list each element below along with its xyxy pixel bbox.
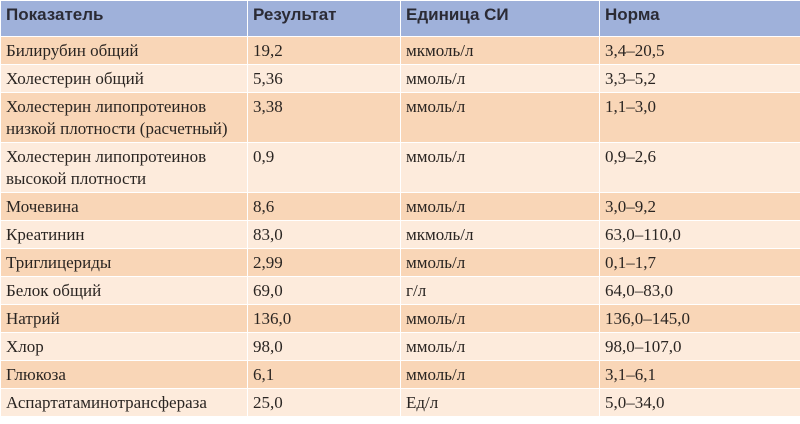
header-result: Результат [247, 0, 401, 37]
table-row: Билирубин общий 19,2 мкмоль/л 3,4–20,5 [0, 36, 800, 65]
cell-result: 0,9 [247, 142, 401, 193]
cell-indicator: Билирубин общий [0, 36, 248, 65]
cell-result: 136,0 [247, 304, 401, 333]
cell-indicator: Глюкоза [0, 360, 248, 389]
cell-indicator: Мочевина [0, 192, 248, 221]
cell-result: 69,0 [247, 276, 401, 305]
cell-unit: ммоль/л [400, 248, 600, 277]
cell-result: 83,0 [247, 220, 401, 249]
cell-unit: мкмоль/л [400, 220, 600, 249]
table-row: Холестерин липопротеинов высокой плотнос… [0, 142, 800, 193]
cell-norm: 3,3–5,2 [599, 64, 800, 93]
cell-norm: 5,0–34,0 [599, 388, 800, 417]
cell-indicator: Холестерин общий [0, 64, 248, 93]
table-row: Натрий 136,0 ммоль/л 136,0–145,0 [0, 304, 800, 333]
header-row: Показатель Результат Единица СИ Норма [0, 0, 800, 37]
cell-norm: 3,0–9,2 [599, 192, 800, 221]
cell-result: 25,0 [247, 388, 401, 417]
cell-result: 8,6 [247, 192, 401, 221]
cell-result: 3,38 [247, 92, 401, 143]
cell-unit: г/л [400, 276, 600, 305]
cell-norm: 0,9–2,6 [599, 142, 800, 193]
table-row: Мочевина 8,6 ммоль/л 3,0–9,2 [0, 192, 800, 221]
cell-norm: 0,1–1,7 [599, 248, 800, 277]
cell-result: 6,1 [247, 360, 401, 389]
cell-result: 2,99 [247, 248, 401, 277]
cell-norm: 3,1–6,1 [599, 360, 800, 389]
cell-norm: 1,1–3,0 [599, 92, 800, 143]
cell-norm: 136,0–145,0 [599, 304, 800, 333]
cell-indicator: Креатинин [0, 220, 248, 249]
cell-norm: 3,4–20,5 [599, 36, 800, 65]
cell-indicator: Хлор [0, 332, 248, 361]
cell-unit: мкмоль/л [400, 36, 600, 65]
table-row: Белок общий 69,0 г/л 64,0–83,0 [0, 276, 800, 305]
table-row: Холестерин липопротеинов низкой плотност… [0, 92, 800, 143]
cell-indicator: Белок общий [0, 276, 248, 305]
cell-unit: ммоль/л [400, 360, 600, 389]
header-norm: Норма [599, 0, 800, 37]
table-row: Хлор 98,0 ммоль/л 98,0–107,0 [0, 332, 800, 361]
table-row: Креатинин 83,0 мкмоль/л 63,0–110,0 [0, 220, 800, 249]
cell-unit: ммоль/л [400, 92, 600, 143]
cell-norm: 63,0–110,0 [599, 220, 800, 249]
table-header: Показатель Результат Единица СИ Норма [0, 0, 800, 37]
cell-unit: ммоль/л [400, 304, 600, 333]
cell-unit: Ед/л [400, 388, 600, 417]
cell-indicator: Холестерин липопротеинов низкой плотност… [0, 92, 248, 143]
cell-result: 98,0 [247, 332, 401, 361]
table-row: Холестерин общий 5,36 ммоль/л 3,3–5,2 [0, 64, 800, 93]
cell-unit: ммоль/л [400, 142, 600, 193]
header-si-unit: Единица СИ [400, 0, 600, 37]
cell-indicator: Аспартатаминотрансфераза [0, 388, 248, 417]
cell-unit: ммоль/л [400, 64, 600, 93]
header-indicator: Показатель [0, 0, 248, 37]
cell-norm: 98,0–107,0 [599, 332, 800, 361]
cell-indicator: Холестерин липопротеинов высокой плотнос… [0, 142, 248, 193]
cell-result: 5,36 [247, 64, 401, 93]
table-row: Глюкоза 6,1 ммоль/л 3,1–6,1 [0, 360, 800, 389]
cell-norm: 64,0–83,0 [599, 276, 800, 305]
cell-unit: ммоль/л [400, 192, 600, 221]
table-body: Билирубин общий 19,2 мкмоль/л 3,4–20,5 Х… [0, 36, 800, 417]
table-row: Аспартатаминотрансфераза 25,0 Ед/л 5,0–3… [0, 388, 800, 417]
table-row: Триглицериды 2,99 ммоль/л 0,1–1,7 [0, 248, 800, 277]
cell-result: 19,2 [247, 36, 401, 65]
cell-unit: ммоль/л [400, 332, 600, 361]
cell-indicator: Натрий [0, 304, 248, 333]
cell-indicator: Триглицериды [0, 248, 248, 277]
